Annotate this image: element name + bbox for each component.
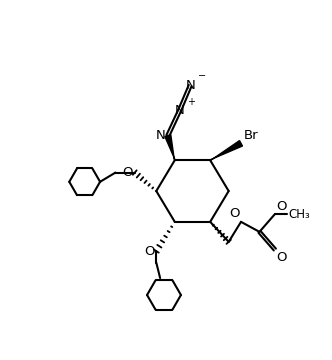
Text: O: O <box>277 251 287 264</box>
Text: N: N <box>175 104 184 117</box>
Text: −: − <box>198 71 206 81</box>
Text: O: O <box>123 166 133 179</box>
Text: O: O <box>229 207 239 220</box>
Polygon shape <box>165 135 175 160</box>
Text: N: N <box>185 79 195 92</box>
Text: O: O <box>144 244 155 258</box>
Text: +: + <box>187 97 195 107</box>
Text: O: O <box>277 199 287 213</box>
Text: CH₃: CH₃ <box>289 208 310 221</box>
Text: Br: Br <box>243 129 258 142</box>
Text: N: N <box>156 129 166 142</box>
Polygon shape <box>210 141 242 161</box>
